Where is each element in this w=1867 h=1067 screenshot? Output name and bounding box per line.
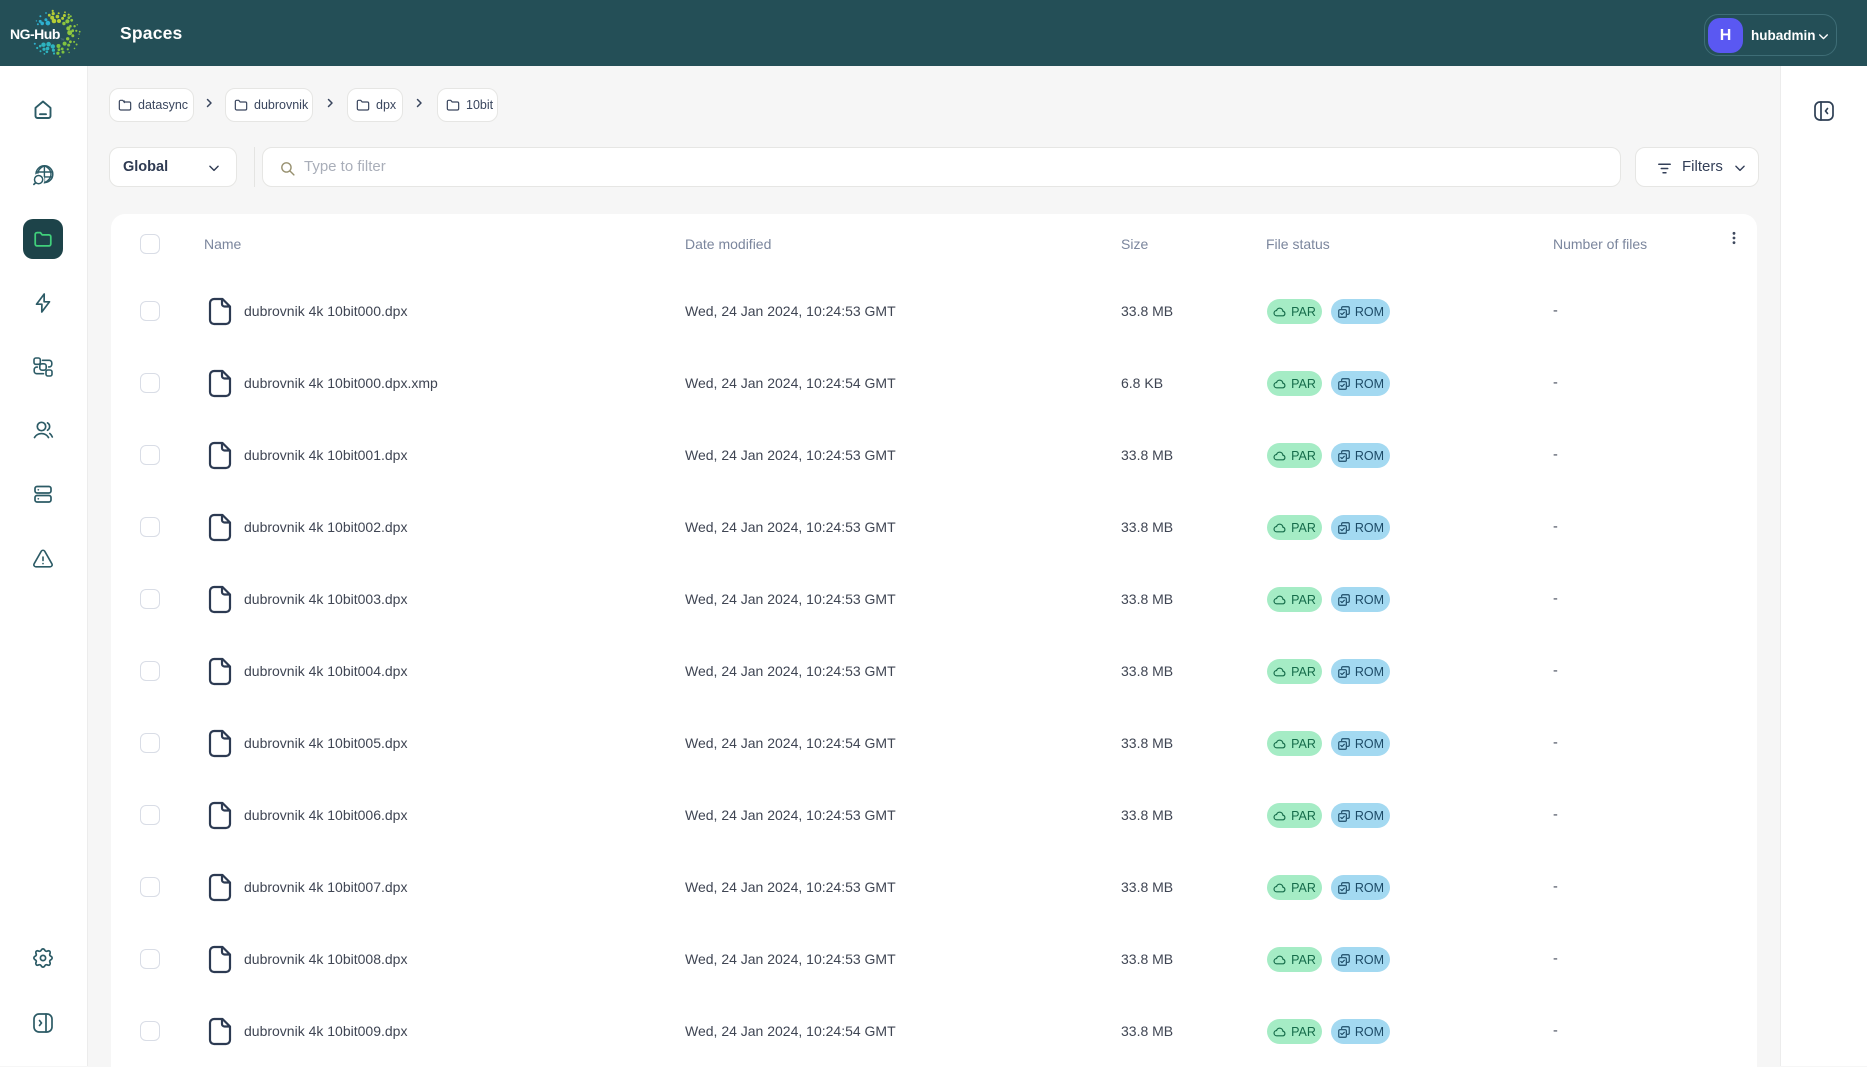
svg-text:NG-Hub: NG-Hub bbox=[10, 26, 60, 42]
svg-text:TM: TM bbox=[61, 37, 65, 41]
